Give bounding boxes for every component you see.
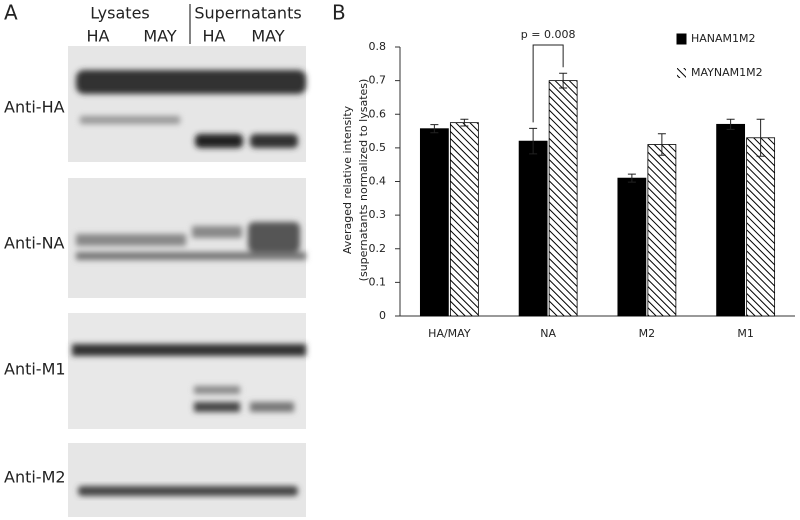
- blot-label: Anti-NA: [4, 234, 65, 253]
- legend-label: MAYNAM1M2: [691, 66, 763, 79]
- y-tick-label: 0: [379, 309, 386, 322]
- group-label: Lysates: [90, 4, 150, 23]
- y-tick-label: 0.3: [369, 208, 387, 221]
- panel-letter: B: [332, 1, 346, 25]
- error-bar: [559, 72, 568, 89]
- x-tick-label: M2: [639, 327, 656, 340]
- blot-label: Anti-M1: [4, 360, 66, 379]
- lane-label: HA: [203, 27, 226, 46]
- y-tick-label: 0.6: [369, 107, 387, 120]
- x-tick-label: HA/MAY: [428, 327, 471, 340]
- bar: [647, 144, 677, 317]
- bar: [617, 177, 647, 317]
- legend-swatch: [676, 33, 687, 45]
- blot: [68, 443, 306, 517]
- error-bar: [657, 133, 666, 156]
- bar: [716, 123, 746, 317]
- blot: [68, 313, 306, 429]
- y-tick-label: 0.5: [369, 141, 387, 154]
- legend-swatch: [677, 68, 686, 78]
- error-bar: [529, 127, 538, 155]
- blot-label: Anti-M2: [4, 468, 66, 487]
- x-tick-label: M1: [737, 327, 754, 340]
- group-label: Supernatants: [194, 4, 301, 23]
- y-tick-label: 0.4: [369, 175, 387, 188]
- bar: [449, 122, 479, 317]
- bar: [746, 137, 776, 317]
- panel-letter: A: [4, 1, 18, 25]
- error-bar: [430, 124, 439, 134]
- bar: [548, 80, 578, 317]
- bar: [419, 128, 449, 317]
- error-bar: [726, 118, 735, 130]
- y-tick-label: 0.7: [369, 74, 387, 87]
- bar: [518, 140, 548, 317]
- y-axis-label: (supernatants normalized to lysates): [357, 79, 370, 282]
- y-tick-label: 0.1: [369, 275, 387, 288]
- blot-label: Anti-HA: [4, 98, 65, 117]
- error-bar: [756, 118, 765, 157]
- y-tick-label: 0.8: [369, 40, 387, 53]
- error-bar: [627, 173, 636, 183]
- bracket: [532, 44, 564, 123]
- x-tick-label: NA: [540, 327, 556, 340]
- lane-label: HA: [87, 27, 110, 46]
- error-bar: [460, 118, 469, 127]
- lane-label: MAY: [143, 27, 177, 46]
- blot: [68, 46, 306, 162]
- y-tick-label: 0.2: [369, 242, 387, 255]
- legend-label: HANAM1M2: [691, 32, 756, 45]
- annotation: p = 0.008: [521, 28, 576, 41]
- blot: [68, 178, 306, 298]
- lane-label: MAY: [251, 27, 285, 46]
- y-axis-label: Averaged relative intensity: [341, 105, 354, 254]
